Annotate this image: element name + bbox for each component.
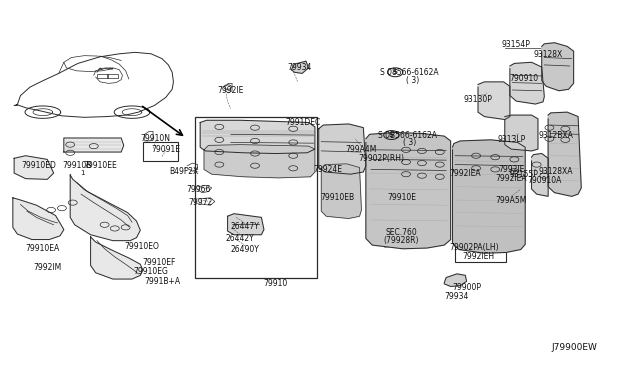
Text: 79924E: 79924E bbox=[313, 165, 342, 174]
Text: ( 3): ( 3) bbox=[403, 138, 416, 147]
Text: 7992lM: 7992lM bbox=[33, 263, 61, 272]
Text: 79910EE: 79910EE bbox=[83, 161, 117, 170]
Polygon shape bbox=[478, 82, 510, 119]
Text: 79972: 79972 bbox=[188, 198, 212, 207]
Text: 9312BXA: 9312BXA bbox=[538, 131, 573, 140]
Text: 7992lEH: 7992lEH bbox=[462, 251, 494, 261]
Text: J79900EW: J79900EW bbox=[552, 343, 598, 352]
Text: 79910B: 79910B bbox=[62, 161, 92, 170]
Text: 79910EA: 79910EA bbox=[26, 244, 60, 253]
Text: 79910EF: 79910EF bbox=[143, 258, 176, 267]
Text: B49F2X: B49F2X bbox=[170, 167, 199, 176]
Text: 79900P: 79900P bbox=[452, 283, 481, 292]
Text: 7991B+A: 7991B+A bbox=[144, 277, 180, 286]
Polygon shape bbox=[204, 145, 315, 178]
Text: 79091E: 79091E bbox=[151, 145, 180, 154]
Polygon shape bbox=[541, 43, 573, 91]
Text: SEC.760: SEC.760 bbox=[386, 228, 417, 237]
Polygon shape bbox=[366, 132, 451, 249]
Text: 7992lE: 7992lE bbox=[498, 165, 524, 174]
Polygon shape bbox=[200, 120, 315, 154]
Text: S 0B566-6162A: S 0B566-6162A bbox=[378, 131, 437, 140]
Text: 1: 1 bbox=[80, 170, 84, 176]
Bar bbox=[384, 230, 427, 247]
Polygon shape bbox=[319, 124, 366, 174]
Bar bbox=[455, 243, 506, 262]
Polygon shape bbox=[13, 198, 64, 240]
Polygon shape bbox=[532, 154, 548, 196]
Text: 79910N: 79910N bbox=[141, 134, 171, 142]
Polygon shape bbox=[91, 237, 143, 279]
Text: 26442Y: 26442Y bbox=[226, 234, 255, 243]
Text: 79902P(RH): 79902P(RH) bbox=[358, 154, 404, 163]
Text: 93128XA: 93128XA bbox=[538, 167, 573, 176]
Text: 790910A: 790910A bbox=[527, 176, 561, 185]
Polygon shape bbox=[64, 138, 124, 152]
Text: 799A5M: 799A5M bbox=[495, 196, 527, 205]
Text: 79934: 79934 bbox=[287, 63, 312, 72]
Text: 79902PA(LH): 79902PA(LH) bbox=[449, 243, 499, 252]
Text: ( 3): ( 3) bbox=[406, 76, 419, 84]
Text: S: S bbox=[389, 132, 394, 138]
Text: 7992lEA: 7992lEA bbox=[495, 174, 527, 183]
Text: (79928R): (79928R) bbox=[384, 236, 419, 245]
Text: 790910: 790910 bbox=[509, 74, 538, 83]
Text: 93130P: 93130P bbox=[463, 95, 492, 104]
Polygon shape bbox=[548, 112, 581, 196]
Text: 79910EO: 79910EO bbox=[124, 243, 159, 251]
Text: 79910: 79910 bbox=[263, 279, 287, 288]
Polygon shape bbox=[228, 214, 264, 235]
Polygon shape bbox=[321, 164, 362, 218]
Text: 79910E: 79910E bbox=[387, 193, 416, 202]
Text: 93155P: 93155P bbox=[509, 170, 538, 179]
Polygon shape bbox=[14, 156, 54, 179]
Text: 79910ED: 79910ED bbox=[21, 161, 56, 170]
Text: 26490Y: 26490Y bbox=[230, 245, 259, 254]
Bar bbox=[106, 74, 118, 78]
Text: 79910EG: 79910EG bbox=[134, 267, 168, 276]
Bar bbox=[97, 74, 108, 78]
Bar bbox=[349, 155, 409, 169]
Text: 9313LP: 9313LP bbox=[497, 135, 525, 144]
Polygon shape bbox=[510, 62, 544, 104]
Text: 79910EB: 79910EB bbox=[321, 193, 355, 202]
Text: 79934: 79934 bbox=[445, 292, 469, 301]
Text: 7992lE: 7992lE bbox=[218, 86, 244, 94]
Text: 93128X: 93128X bbox=[534, 51, 563, 60]
Polygon shape bbox=[291, 61, 308, 73]
Bar bbox=[195, 117, 317, 278]
Polygon shape bbox=[444, 274, 467, 286]
Text: S 08566-6162A: S 08566-6162A bbox=[380, 68, 438, 77]
Text: 7991DEC: 7991DEC bbox=[285, 118, 320, 127]
Polygon shape bbox=[505, 115, 538, 151]
Polygon shape bbox=[452, 140, 525, 253]
Text: 7992lEA: 7992lEA bbox=[449, 169, 481, 177]
Text: 26447Y: 26447Y bbox=[230, 222, 259, 231]
Text: S: S bbox=[393, 69, 397, 75]
Polygon shape bbox=[70, 175, 140, 241]
Text: 93154P: 93154P bbox=[502, 41, 531, 49]
Text: 799A4M: 799A4M bbox=[346, 145, 377, 154]
Text: 79966: 79966 bbox=[187, 185, 211, 194]
Bar bbox=[143, 142, 178, 161]
